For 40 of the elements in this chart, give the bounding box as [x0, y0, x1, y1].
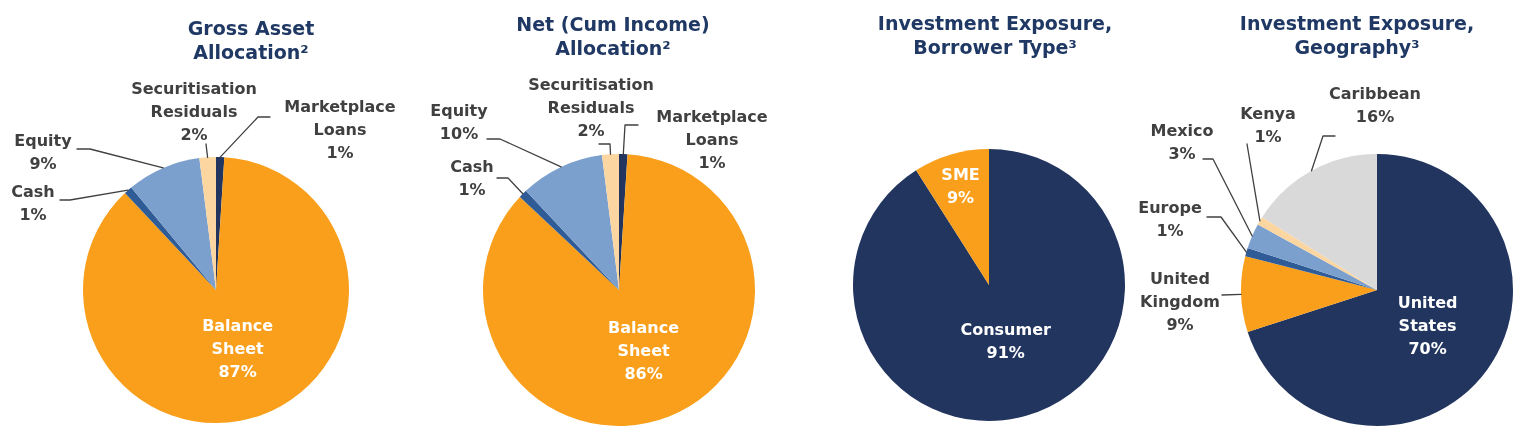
- data-label: 10%: [439, 124, 479, 144]
- slice-label: Kenya: [1240, 104, 1296, 124]
- data-label: 2%: [180, 125, 208, 145]
- chart-title: Net (Cum Income) Allocation²: [515, 12, 711, 60]
- slice-label: Marketplace Loans: [284, 97, 396, 140]
- data-label: 2%: [577, 121, 605, 141]
- slice-label: Caribbean: [1329, 84, 1421, 104]
- slice-label: Consumer: [960, 320, 1052, 340]
- data-label: 86%: [624, 364, 663, 384]
- slice-label: Mexico: [1150, 121, 1214, 141]
- data-label: 87%: [218, 362, 257, 382]
- data-label: 1%: [326, 143, 354, 163]
- slice-label: Cash: [11, 182, 55, 202]
- slice-label: Equity: [430, 101, 489, 121]
- slice-label: Equity: [14, 131, 73, 151]
- data-label: 1%: [1254, 127, 1282, 147]
- data-label: 1%: [698, 153, 726, 173]
- data-label: 1%: [19, 205, 47, 225]
- slice-label: Marketplace Loans: [656, 107, 768, 150]
- chart-title: Investment Exposure, Geography³: [1238, 11, 1476, 59]
- data-label: 91%: [986, 343, 1025, 363]
- data-label: 16%: [1355, 107, 1395, 127]
- chart-title: Gross Asset Allocation²: [186, 16, 316, 64]
- slice-label: SME: [941, 164, 980, 184]
- data-label: 1%: [458, 180, 486, 200]
- slice-label: Europe: [1138, 198, 1202, 218]
- slice-label: Cash: [450, 157, 494, 177]
- data-label: 9%: [29, 154, 57, 174]
- data-label: 70%: [1408, 338, 1447, 358]
- data-label: 3%: [1168, 144, 1196, 164]
- slice-label: Balance Sheet: [608, 318, 680, 361]
- data-label: 9%: [946, 187, 975, 207]
- slice-label: Balance Sheet: [202, 316, 274, 359]
- data-label: 9%: [1166, 315, 1194, 335]
- chart-title: Investment Exposure, Borrower Type³: [876, 11, 1114, 59]
- slice-label: Securitisation Residuals: [131, 79, 257, 122]
- slice-label: United Kingdom: [1140, 269, 1220, 312]
- slice-label: United States: [1397, 292, 1458, 335]
- data-label: 1%: [1156, 221, 1184, 241]
- slice-label: Securitisation Residuals: [528, 75, 654, 118]
